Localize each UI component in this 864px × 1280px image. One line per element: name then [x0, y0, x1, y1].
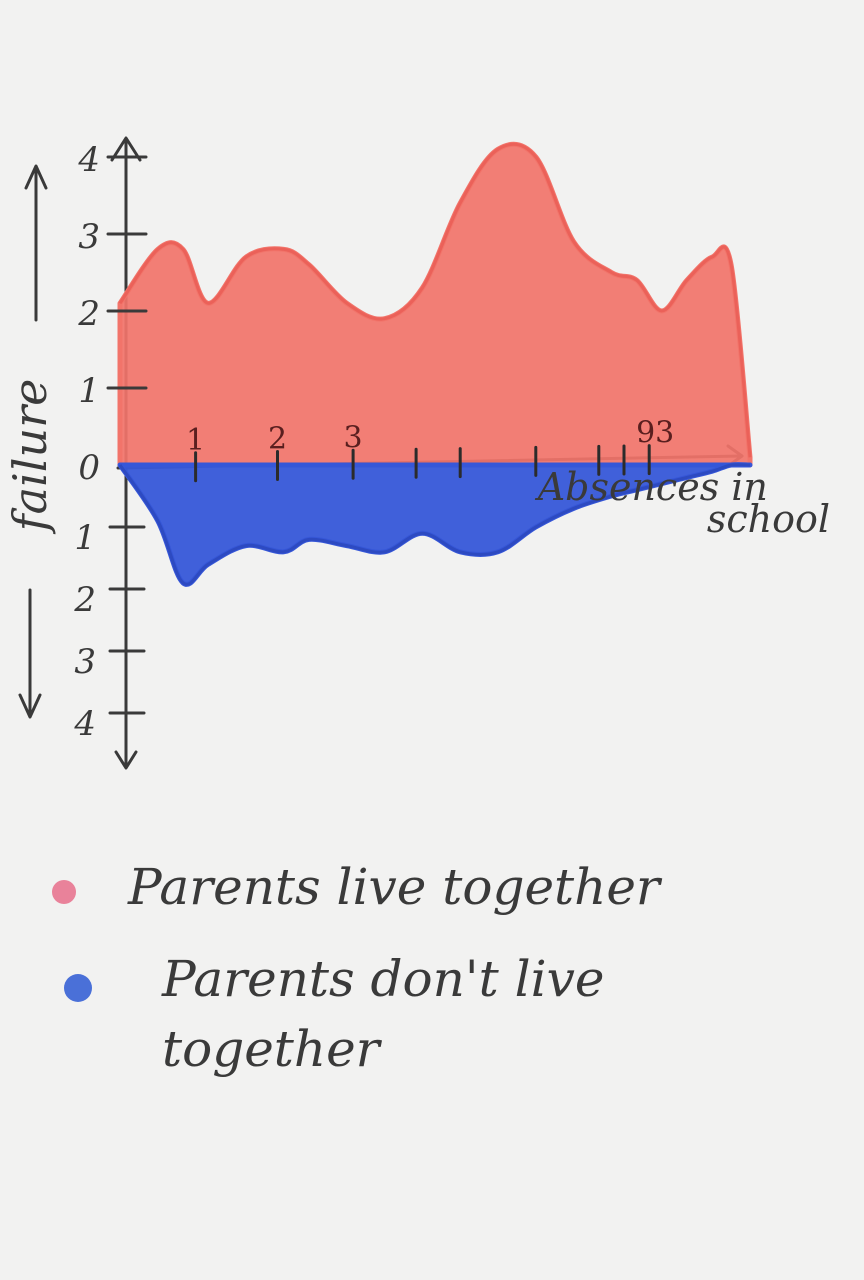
x-axis-label-line2: school — [707, 497, 830, 541]
x-ticks: 1 2 3 93 — [186, 416, 674, 483]
y-ticks: 0 1 2 3 4 1 2 3 4 — [73, 140, 148, 744]
legend: Parents live together Parents don't live… — [0, 830, 864, 1130]
y-tick-label-down-1: 1 — [74, 518, 96, 558]
legend-item: Parents live together — [52, 858, 812, 930]
legend-label-parents-together: Parents live together — [128, 858, 660, 916]
y-tick-label-down-3: 3 — [74, 642, 96, 682]
y-axis-label-group: failure — [3, 164, 57, 719]
y-tick-label-down-4: 4 — [73, 704, 96, 744]
y-tick-label-up-3: 3 — [78, 217, 100, 257]
x-tick-label-93: 93 — [636, 416, 674, 451]
series-layer — [117, 141, 753, 587]
y-axis-label: failure — [3, 379, 57, 535]
x-tick-label-3: 3 — [344, 420, 363, 455]
legend-label-parents-apart: Parents don't live together — [162, 950, 605, 1078]
y-axis-arrow-down — [114, 750, 138, 770]
x-tick-label-2: 2 — [268, 422, 287, 457]
y-tick-label-up-4: 4 — [77, 140, 100, 180]
legend-item: Parents don't live together — [52, 950, 812, 1090]
x-axis-label-line1: Absences in — [535, 465, 768, 509]
x-axis-label: Absences in school — [535, 465, 830, 541]
y-axis-arrow-up — [110, 136, 142, 162]
series-outline-parents-apart — [118, 463, 751, 586]
chart-canvas: 0 1 2 3 4 1 2 3 4 1 2 3 93 failure Absences in scho… — [3, 136, 830, 770]
series-outline-parents-together — [118, 142, 752, 458]
y-label-arrow-up-head — [24, 164, 48, 190]
y-tick-label-up-0: 0 — [78, 448, 100, 488]
legend-marker-parents-together — [52, 880, 76, 904]
x-tick-label-1: 1 — [186, 423, 205, 458]
legend-marker-parents-apart — [64, 974, 92, 1002]
y-tick-label-down-2: 2 — [73, 580, 96, 620]
y-tick-label-up-1: 1 — [78, 371, 100, 411]
y-label-arrow-down-head — [18, 693, 42, 719]
y-tick-label-up-2: 2 — [77, 294, 100, 334]
